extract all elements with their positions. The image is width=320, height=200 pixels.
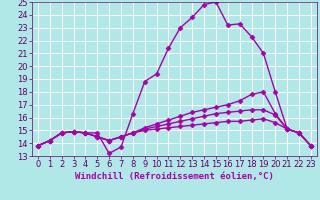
X-axis label: Windchill (Refroidissement éolien,°C): Windchill (Refroidissement éolien,°C) xyxy=(75,172,274,181)
